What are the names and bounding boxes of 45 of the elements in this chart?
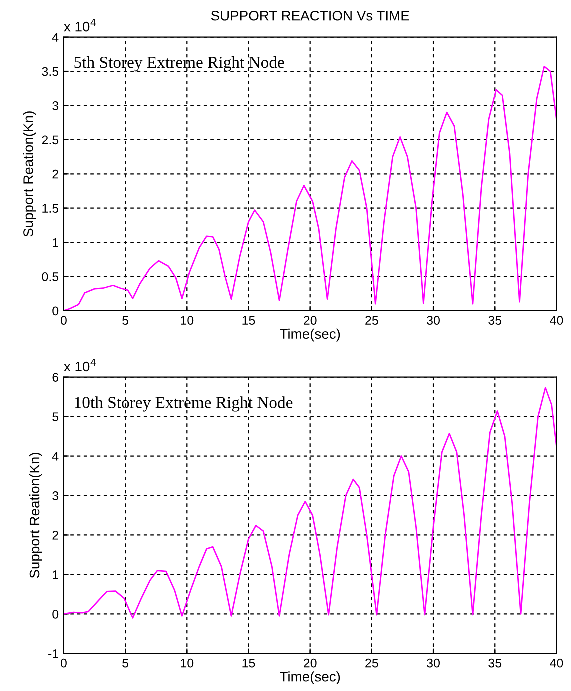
chart-title: SUPPORT REACTION Vs TIME: [211, 10, 410, 21]
x-tick-label: 20: [304, 658, 317, 668]
y-tick-label: 2.5: [42, 136, 59, 145]
x-axis-title: Time(sec): [280, 328, 340, 342]
annotation: 10th Storey Extreme Right Node: [75, 396, 293, 412]
y-tick-label: 3: [52, 102, 59, 110]
y-tick-label: 4: [52, 33, 59, 42]
y-tick-label: -1: [48, 650, 58, 658]
x-tick-label: 10: [181, 658, 194, 668]
y-tick-label: 0.5: [42, 272, 59, 282]
y-tick-label: 1.5: [42, 204, 59, 213]
x-tick-label: 40: [550, 658, 564, 668]
x-tick-label: 0: [60, 658, 67, 668]
y-tick-label: 6: [52, 373, 59, 382]
x-tick-label: 15: [242, 659, 256, 668]
x-tick-label: 20: [304, 316, 317, 325]
annotation: 5th Storey Extreme Right Node: [74, 56, 284, 72]
text: x 10$^{4}$: [64, 19, 96, 32]
y-tick-label: 3: [52, 492, 59, 500]
y-axis-title: Support Reation(Kn): [23, 112, 36, 237]
y-tick-label: 1: [53, 238, 58, 248]
x-tick-label: 10: [181, 316, 194, 325]
y-tick-label: 2: [52, 531, 58, 540]
y-tick-label: 0: [52, 610, 59, 619]
x-tick-label: 30: [427, 658, 440, 668]
line-series: [64, 387, 557, 619]
y-tick-label: 0: [52, 306, 59, 316]
x-tick-label: 25: [366, 658, 378, 668]
x-tick-label: 25: [366, 316, 378, 325]
y-tick-label: 2: [52, 170, 58, 179]
x-tick-label: 15: [242, 316, 256, 325]
y-axis-title: Support Reation(Kn): [29, 453, 42, 578]
x-axis-title: Time(sec): [280, 672, 340, 685]
y-tick-label: 4: [52, 452, 59, 461]
y-tick-label: 3.5: [42, 67, 59, 76]
x-tick-label: 30: [427, 316, 440, 325]
x-tick-label: 0: [60, 316, 67, 325]
x-tick-label: 40: [550, 316, 564, 325]
y-tick-label: 1: [53, 570, 58, 580]
x-tick-label: 35: [488, 658, 502, 668]
y-tick-label: 5: [52, 412, 59, 422]
text: x 10$^{4}$: [64, 359, 96, 372]
x-tick-label: 5: [122, 316, 128, 325]
x-tick-label: 35: [488, 316, 502, 325]
x-tick-label: 5: [122, 659, 128, 668]
